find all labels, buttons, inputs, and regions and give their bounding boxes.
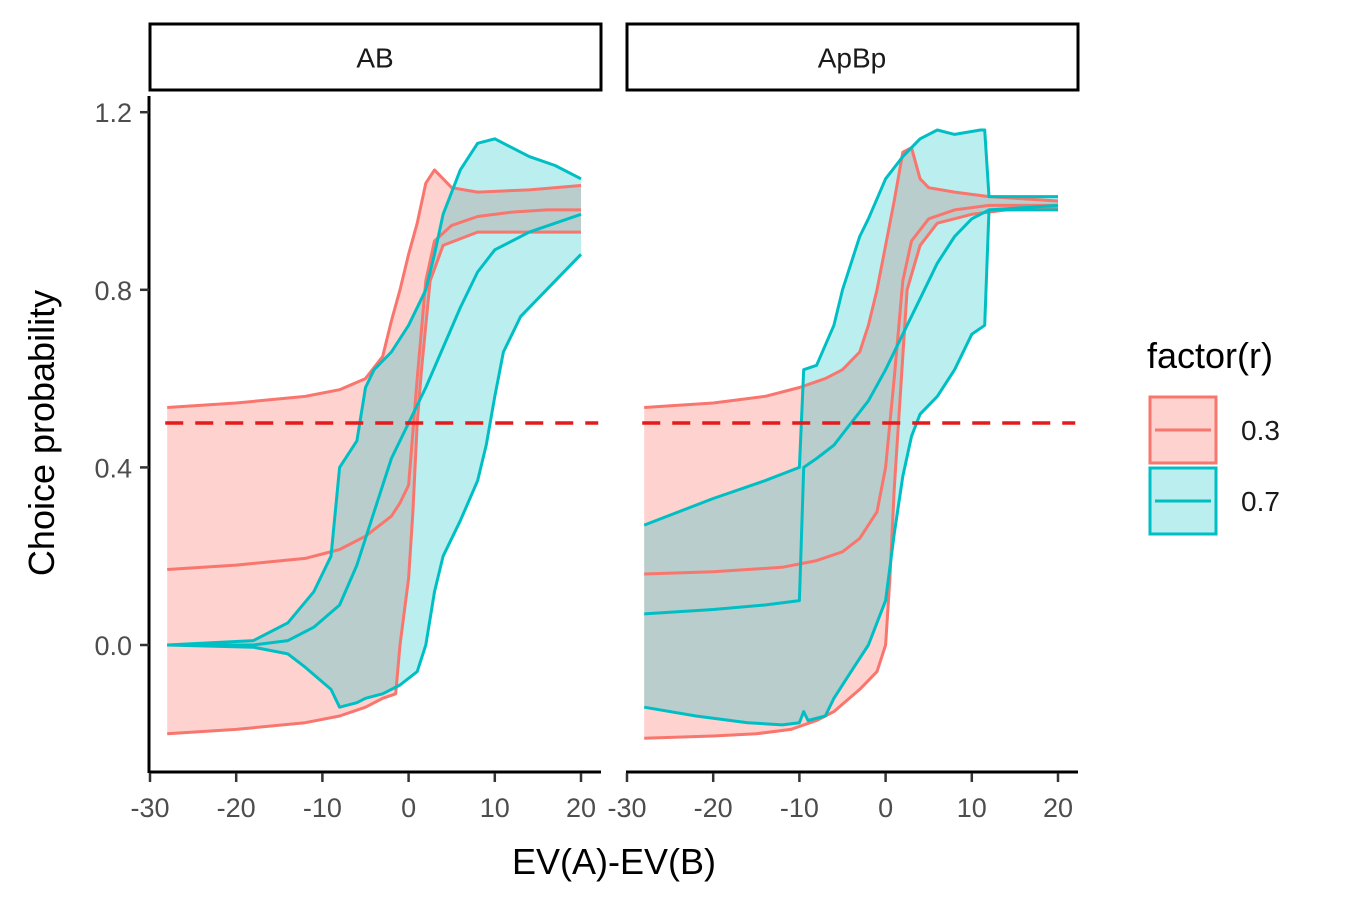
x-axis-title: EV(A)-EV(B) — [512, 841, 716, 882]
y-tick-label: 0.4 — [94, 453, 132, 483]
facet-strip-ab — [148, 22, 603, 92]
x-tick-label: -20 — [694, 793, 733, 823]
ribbon-lower-edge-0.3 — [167, 230, 581, 736]
facet-panel-ab: AB -30 -20 -10 0 10 20 0.0 0.4 0.8 1.2 — [94, 22, 603, 823]
ribbon-lower-edge-0.3 — [644, 206, 1059, 740]
x-ticks-ab: -30 -20 -10 0 10 20 — [130, 773, 596, 823]
ribbon-upper-edge-0.7 — [643, 128, 1058, 527]
y-axis-title: Choice probability — [21, 290, 62, 576]
x-tick-label: 0 — [878, 793, 893, 823]
y-tick-label: 1.2 — [94, 98, 132, 128]
ribbon-0.3 — [167, 169, 581, 734]
ribbon-upper-edge-0.3 — [167, 168, 582, 409]
legend: factor(r) 0.3 0.7 — [1147, 335, 1280, 536]
x-tick-label: 0 — [401, 793, 416, 823]
y-tick-label: 0.0 — [94, 631, 132, 661]
ribbon-0.7 — [644, 130, 1058, 725]
series-line-0.7 — [167, 212, 582, 647]
x-tick-label: 10 — [480, 793, 510, 823]
series-line-0.3 — [167, 208, 581, 571]
x-tick-label: -10 — [780, 793, 819, 823]
ribbon-lower-edge-0.7 — [643, 208, 1058, 727]
ribbon-lower-edge-0.7 — [167, 253, 583, 709]
ribbon-upper-edge-0.7 — [167, 137, 582, 647]
y-tick-label: 0.8 — [94, 276, 132, 306]
x-tick-label: -30 — [130, 793, 169, 823]
x-tick-label: 20 — [1043, 793, 1073, 823]
legend-title: factor(r) — [1147, 335, 1273, 376]
legend-entry-0.3: 0.3 — [1148, 395, 1280, 465]
ribbon-0.7 — [167, 138, 581, 708]
ribbon-0.3 — [644, 147, 1058, 739]
lines-ab — [167, 137, 583, 736]
x-tick-label: 10 — [957, 793, 987, 823]
ribbons-ab — [167, 138, 581, 734]
x-tick-label: -20 — [217, 793, 256, 823]
x-tick-label: 20 — [566, 793, 596, 823]
x-tick-label: -30 — [607, 793, 646, 823]
x-ticks-apbp: -30 -20 -10 0 10 20 — [607, 773, 1073, 823]
series-line-0.7 — [644, 203, 1059, 616]
legend-label-0.3: 0.3 — [1241, 415, 1280, 446]
facet-strip-apbp — [625, 22, 1080, 92]
ribbon-upper-edge-0.3 — [644, 146, 1059, 409]
ribbons-apbp — [644, 130, 1058, 739]
facet-label-apbp: ApBp — [818, 43, 887, 74]
legend-label-0.7: 0.7 — [1241, 486, 1280, 517]
y-ticks: 0.0 0.4 0.8 1.2 — [94, 98, 149, 661]
facet-label-ab: AB — [356, 43, 393, 74]
legend-entry-0.7: 0.7 — [1148, 466, 1280, 536]
x-tick-label: -10 — [303, 793, 342, 823]
facet-panel-apbp: ApBp -30 -20 -10 0 10 20 — [607, 22, 1080, 823]
